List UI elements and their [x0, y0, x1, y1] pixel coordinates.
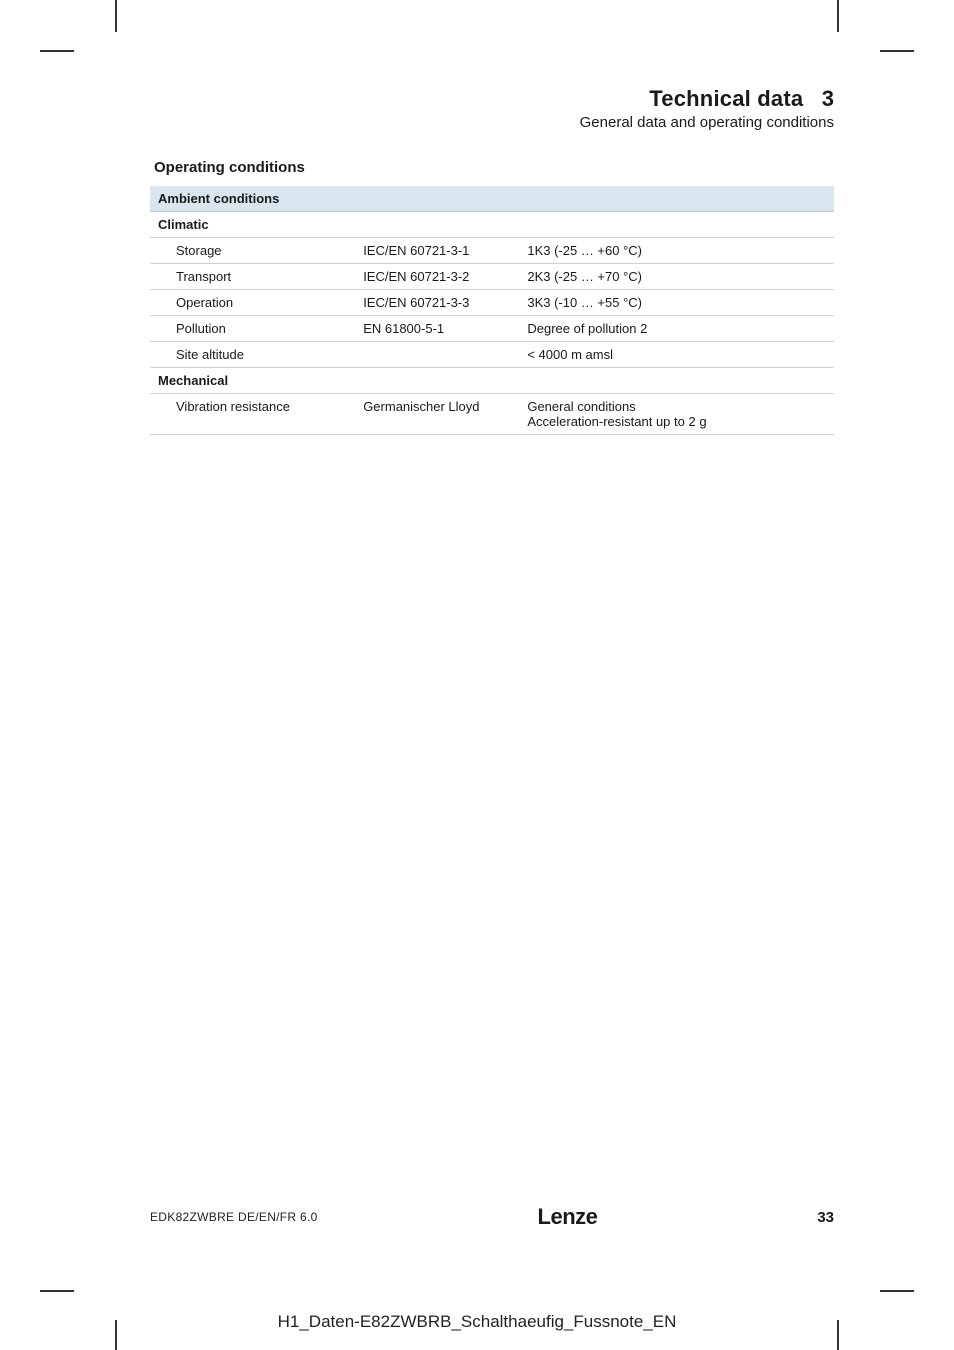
table-group-row: Climatic — [150, 212, 834, 238]
cell-value: 3K3 (-10 … +55 °C) — [519, 290, 834, 316]
cell-standard: IEC/EN 60721-3-3 — [355, 290, 519, 316]
footer-doc-id: EDK82ZWBRE DE/EN/FR 6.0 — [150, 1210, 318, 1224]
cell-name: Pollution — [150, 316, 355, 342]
table-row: Pollution EN 61800-5-1 Degree of polluti… — [150, 316, 834, 342]
page-subtitle: General data and operating conditions — [150, 114, 834, 131]
table-row: Operation IEC/EN 60721-3-3 3K3 (-10 … +5… — [150, 290, 834, 316]
crop-mark — [115, 0, 117, 32]
cell-standard: IEC/EN 60721-3-2 — [355, 264, 519, 290]
table-group-label: Mechanical — [150, 368, 834, 394]
footer-logo: Lenze — [538, 1204, 598, 1230]
cell-value: 1K3 (-25 … +60 °C) — [519, 238, 834, 264]
cell-value: < 4000 m amsl — [519, 342, 834, 368]
footer-page-number: 33 — [817, 1209, 834, 1226]
cell-standard: Germanischer Lloyd — [355, 394, 519, 435]
cell-value: 2K3 (-25 … +70 °C) — [519, 264, 834, 290]
cell-name: Vibration resistance — [150, 394, 355, 435]
table-group-row: Mechanical — [150, 368, 834, 394]
cell-value: General conditions Acceleration-resistan… — [519, 394, 834, 435]
section-heading: Operating conditions — [154, 159, 834, 176]
chapter-number: 3 — [822, 86, 834, 111]
table-row: Site altitude < 4000 m amsl — [150, 342, 834, 368]
page-content: Technical data 3 General data and operat… — [150, 86, 834, 1230]
table-group-label: Climatic — [150, 212, 834, 238]
cell-standard — [355, 342, 519, 368]
cell-value: Degree of pollution 2 — [519, 316, 834, 342]
crop-mark — [40, 50, 74, 52]
table-header-row: Ambient conditions — [150, 186, 834, 212]
crop-mark — [837, 0, 839, 32]
cell-name: Site altitude — [150, 342, 355, 368]
conditions-table: Ambient conditions Climatic Storage IEC/… — [150, 186, 834, 435]
table-header-label: Ambient conditions — [150, 186, 834, 212]
bottom-caption: H1_Daten-E82ZWBRB_Schalthaeufig_Fussnote… — [0, 1312, 954, 1332]
table-row: Storage IEC/EN 60721-3-1 1K3 (-25 … +60 … — [150, 238, 834, 264]
crop-mark — [40, 1290, 74, 1292]
cell-standard: IEC/EN 60721-3-1 — [355, 238, 519, 264]
table-row: Transport IEC/EN 60721-3-2 2K3 (-25 … +7… — [150, 264, 834, 290]
page-title: Technical data — [649, 86, 803, 111]
cell-name: Storage — [150, 238, 355, 264]
cell-standard: EN 61800-5-1 — [355, 316, 519, 342]
table-row: Vibration resistance Germanischer Lloyd … — [150, 394, 834, 435]
crop-mark — [880, 1290, 914, 1292]
cell-name: Operation — [150, 290, 355, 316]
title-line: Technical data 3 — [649, 86, 834, 112]
crop-mark — [880, 50, 914, 52]
page-footer: EDK82ZWBRE DE/EN/FR 6.0 Lenze 33 — [150, 1204, 834, 1230]
cell-name: Transport — [150, 264, 355, 290]
page-header: Technical data 3 General data and operat… — [150, 86, 834, 131]
